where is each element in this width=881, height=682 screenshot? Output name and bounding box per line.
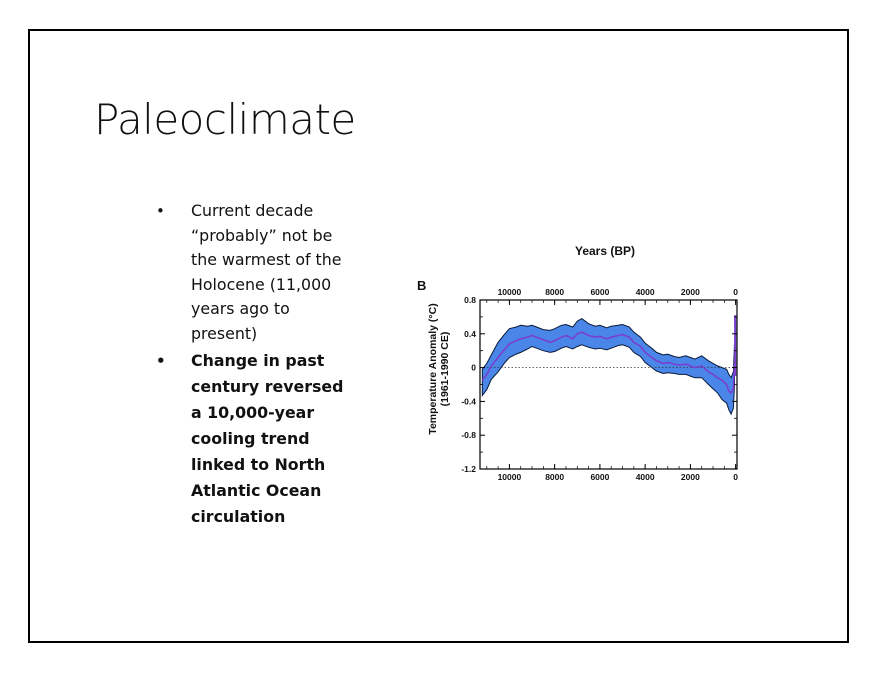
y-axis-title: Temperature Anomaly (°C) xyxy=(427,303,439,434)
bullet-item: • Change in past century reversed a 10,0… xyxy=(156,348,346,530)
y-axis-subtitle: (1961-1990 CE) xyxy=(439,332,451,407)
x-tick-label: 0 xyxy=(733,472,738,482)
y-tick-label: -1.2 xyxy=(461,464,476,474)
x-tick-label: 4000 xyxy=(636,472,655,482)
y-tick-label: 0.4 xyxy=(464,329,476,339)
x-tick-label: 6000 xyxy=(590,472,609,482)
x-tick-label-top: 4000 xyxy=(636,287,655,297)
x-tick-label-top: 8000 xyxy=(545,287,564,297)
x-tick-label: 2000 xyxy=(681,472,700,482)
bullet-list: • Current decade “probably” not be the w… xyxy=(156,199,346,530)
x-tick-label-top: 10000 xyxy=(498,287,522,297)
y-tick-label: -0.4 xyxy=(461,396,476,406)
x-tick-label: 8000 xyxy=(545,472,564,482)
x-tick-label-top: 2000 xyxy=(681,287,700,297)
x-tick-label-top: 6000 xyxy=(590,287,609,297)
bullet-text: Current decade “probably” not be the war… xyxy=(191,201,342,343)
y-tick-label: 0.8 xyxy=(464,295,476,305)
x-axis-title: Years (BP) xyxy=(575,244,635,258)
slide-title: Paleoclimate xyxy=(94,95,356,144)
slide: Paleoclimate • Current decade “probably”… xyxy=(28,29,849,643)
mean-temperature-line xyxy=(481,331,736,395)
bullet-icon: • xyxy=(156,202,165,220)
y-tick-label: -0.8 xyxy=(461,430,476,440)
panel-label: B xyxy=(417,278,426,293)
y-tick-label: 0 xyxy=(471,363,476,373)
plot-frame xyxy=(479,299,738,470)
temperature-chart: B Years (BP) Temperature Anomaly (°C) (1… xyxy=(402,239,747,489)
x-tick-label: 10000 xyxy=(498,472,522,482)
bullet-item: • Current decade “probably” not be the w… xyxy=(156,199,346,346)
chart-svg: B Years (BP) Temperature Anomaly (°C) (1… xyxy=(417,244,738,482)
x-tick-label-top: 0 xyxy=(733,287,738,297)
bullet-text: Change in past century reversed a 10,000… xyxy=(191,351,344,526)
bullet-icon: • xyxy=(156,352,166,370)
